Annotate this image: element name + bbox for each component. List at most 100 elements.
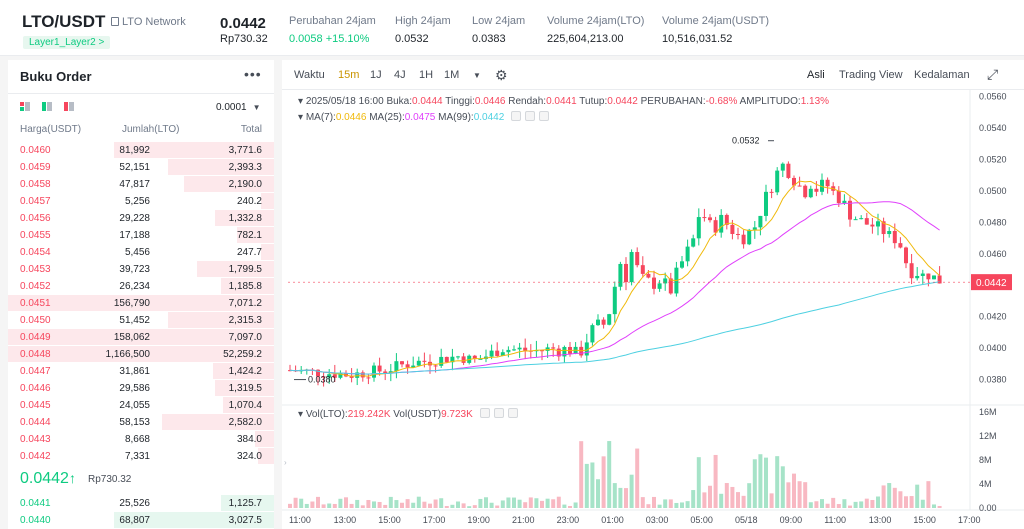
collapse-caret-icon[interactable]: ▾ bbox=[298, 112, 304, 123]
volume-bar bbox=[506, 497, 511, 508]
col-total-header: Total bbox=[240, 124, 262, 135]
mid-price-rp: Rp730.32 bbox=[88, 474, 132, 485]
close-icon[interactable] bbox=[507, 408, 518, 418]
interval-15m[interactable]: 15m bbox=[338, 69, 360, 81]
high-label: Tinggi: bbox=[445, 96, 475, 107]
volume-bar bbox=[775, 456, 780, 508]
time-tick-label: 01:00 bbox=[601, 515, 624, 525]
fullscreen-icon[interactable]: ⤢ bbox=[987, 66, 999, 82]
depth-bar bbox=[8, 295, 274, 311]
candle-body bbox=[887, 231, 892, 235]
visibility-icon[interactable] bbox=[479, 408, 490, 418]
view-kedalaman[interactable]: Kedalaman bbox=[914, 69, 970, 81]
row-price: 0.0452 bbox=[20, 281, 51, 292]
volume-bar bbox=[344, 497, 348, 508]
last-price-rp: Rp730.32 bbox=[220, 33, 268, 45]
candle-body bbox=[691, 238, 696, 247]
view-asli[interactable]: Asli bbox=[807, 69, 825, 81]
depth-bar bbox=[168, 312, 274, 328]
volume-bar bbox=[892, 487, 897, 508]
close-icon[interactable] bbox=[539, 111, 550, 121]
volume-bar bbox=[612, 483, 617, 508]
ask-row[interactable]: 0.0444 58,153 2,582.0 bbox=[8, 414, 274, 431]
category-tag[interactable]: Layer1_Layer2 > bbox=[23, 36, 111, 49]
ask-row[interactable]: 0.0452 26,234 1,185.8 bbox=[8, 278, 274, 295]
ask-row[interactable]: 0.0457 5,256 240.2 bbox=[8, 193, 274, 210]
volume-bar bbox=[635, 448, 640, 508]
interval-4j[interactable]: 4J bbox=[394, 69, 406, 81]
network-link[interactable]: LTO Network bbox=[111, 16, 186, 28]
bid-row[interactable]: 0.0441 25,526 1,125.7 bbox=[8, 495, 274, 512]
ask-row[interactable]: 0.0458 47,817 2,190.0 bbox=[8, 176, 274, 193]
view-bids-icon[interactable] bbox=[42, 102, 52, 111]
settings-icon[interactable] bbox=[525, 111, 536, 121]
volume-bar bbox=[310, 501, 315, 508]
ask-row[interactable]: 0.0449 158,062 7,097.0 bbox=[8, 329, 274, 346]
ask-row[interactable]: 0.0459 52,151 2,393.3 bbox=[8, 159, 274, 176]
volume-bar bbox=[853, 501, 858, 508]
interval-1j[interactable]: 1J bbox=[370, 69, 382, 81]
depth-bar bbox=[261, 244, 274, 260]
interval-1m[interactable]: 1M bbox=[444, 69, 460, 81]
ask-row[interactable]: 0.0455 17,188 782.1 bbox=[8, 227, 274, 244]
candle-body bbox=[808, 188, 813, 198]
volume-bar bbox=[332, 503, 337, 508]
row-amount: 7,331 bbox=[124, 451, 150, 462]
volume-bar bbox=[304, 503, 309, 508]
volume-bar bbox=[377, 501, 382, 508]
ask-row[interactable]: 0.0451 156,790 7,071.2 bbox=[8, 295, 274, 312]
ask-row[interactable]: 0.0454 5,456 247.7 bbox=[8, 244, 274, 261]
volume-bar bbox=[640, 497, 645, 508]
ask-row[interactable]: 0.0448 1,166,500 52,259.2 bbox=[8, 346, 274, 363]
row-price: 0.0451 bbox=[20, 298, 51, 309]
precision-select[interactable]: 0.0001 ▼ bbox=[216, 102, 261, 113]
volume-bar bbox=[523, 502, 528, 508]
more-intervals-caret-icon[interactable]: ▼ bbox=[473, 71, 481, 80]
ask-row[interactable]: 0.0460 81,992 3,771.6 bbox=[8, 142, 274, 159]
ask-row[interactable]: 0.0442 7,331 324.0 bbox=[8, 448, 274, 465]
ask-row[interactable]: 0.0445 24,055 1,070.4 bbox=[8, 397, 274, 414]
bid-row[interactable]: 0.0440 68,807 3,027.5 bbox=[8, 512, 274, 529]
ask-row[interactable]: 0.0453 39,723 1,799.5 bbox=[8, 261, 274, 278]
row-total: 7,097.0 bbox=[228, 332, 262, 343]
settings-icon[interactable] bbox=[493, 408, 504, 418]
mid-price-value: 0.0442 bbox=[20, 470, 69, 487]
gear-icon[interactable]: ⚙ bbox=[495, 67, 508, 83]
collapse-caret-icon[interactable]: ▾ bbox=[298, 96, 304, 107]
volume-bar bbox=[556, 496, 561, 508]
ask-row[interactable]: 0.0450 51,452 2,315.3 bbox=[8, 312, 274, 329]
ask-row[interactable]: 0.0446 29,586 1,319.5 bbox=[8, 380, 274, 397]
more-options-icon[interactable]: ••• bbox=[244, 66, 262, 82]
vol-usdt-label: Vol(USDT) bbox=[393, 409, 442, 420]
volume-bar bbox=[299, 498, 304, 508]
candle-body bbox=[366, 377, 371, 379]
interval-1h[interactable]: 1H bbox=[419, 69, 434, 81]
volume-bar bbox=[433, 499, 438, 508]
volume-tick-label: 8M bbox=[979, 455, 992, 465]
candle-body bbox=[624, 263, 628, 283]
view-trading-view[interactable]: Trading View bbox=[839, 69, 903, 81]
candle-body bbox=[411, 365, 416, 368]
time-tick-label: 15:00 bbox=[913, 515, 936, 525]
price-chart[interactable]: 0.0560 0.0540 0.0520 0.0500 0.0480 0.0460 0.04… bbox=[282, 60, 1024, 529]
view-asks-icon[interactable] bbox=[64, 102, 74, 111]
chart-toolbar: Waktu 15m 1J 4J 1H 1M ▼ ⚙ Asli Trading V… bbox=[282, 60, 1024, 90]
depth-bar bbox=[255, 431, 274, 447]
visibility-icon[interactable] bbox=[511, 111, 522, 121]
candle-body bbox=[400, 361, 404, 365]
candle-body bbox=[506, 349, 511, 353]
volume-tick-label: 4M bbox=[979, 479, 992, 489]
ask-row[interactable]: 0.0443 8,668 384.0 bbox=[8, 431, 274, 448]
ask-row[interactable]: 0.0456 29,228 1,332.8 bbox=[8, 210, 274, 227]
last-price: 0.0442 bbox=[220, 15, 266, 32]
depth-bar bbox=[221, 278, 274, 294]
row-amount: 81,992 bbox=[119, 145, 150, 156]
row-amount: 25,526 bbox=[119, 498, 150, 509]
pair-title[interactable]: LTO/USDT bbox=[22, 12, 106, 31]
row-price: 0.0447 bbox=[20, 366, 51, 377]
collapse-caret-icon[interactable]: ▾ bbox=[298, 409, 304, 420]
ask-row[interactable]: 0.0447 31,861 1,424.2 bbox=[8, 363, 274, 380]
view-both-icon[interactable] bbox=[20, 102, 30, 111]
row-total: 3,771.6 bbox=[228, 145, 262, 156]
